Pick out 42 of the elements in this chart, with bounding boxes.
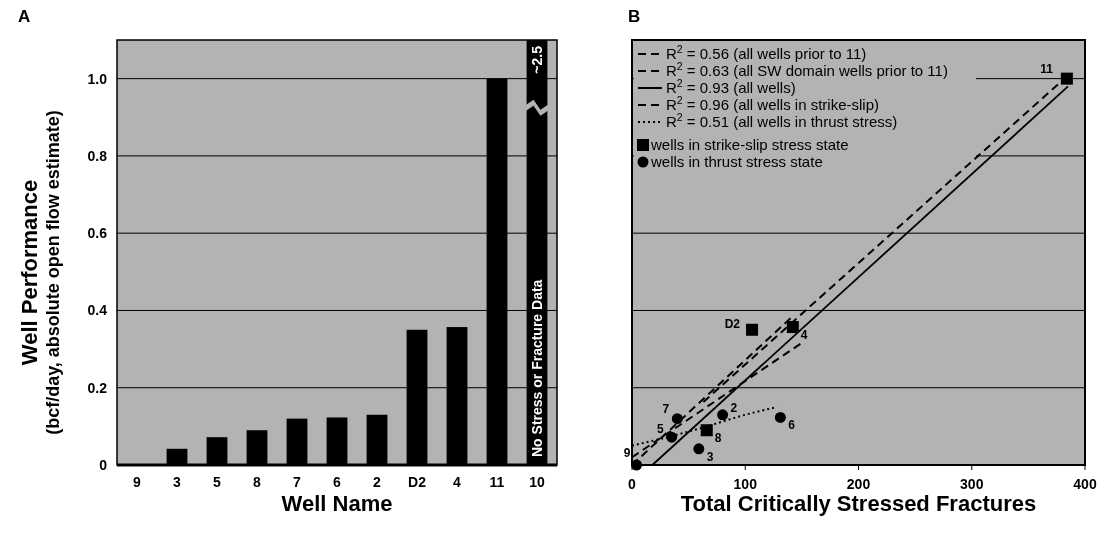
annotation: D2	[724, 316, 741, 331]
x-tick-label: 11	[489, 474, 505, 490]
x-axis-title: Well Name	[281, 491, 393, 516]
y-tick-label: 1.0	[87, 70, 108, 87]
chart-title: B	[628, 7, 641, 26]
annotation: 4	[800, 328, 808, 343]
x-axis-title: Total Critically Stressed Fractures	[680, 491, 1037, 516]
legend-label: R$^{2}$ = 0.56 (all wells prior to 11)	[666, 43, 867, 63]
legend-label: wells in thrust stress state	[650, 153, 823, 171]
x-tick-label: 3	[173, 474, 182, 490]
y-tick-label: 0.8	[87, 147, 108, 164]
x-tick-label: 100	[733, 476, 758, 492]
x-tick-label: 400	[1073, 476, 1097, 492]
y-tick-label: 0.4	[87, 302, 108, 319]
annotation: 7	[662, 401, 670, 416]
annotation: 5	[656, 422, 664, 437]
x-tick-label: 300	[960, 476, 984, 492]
x-tick-label: 0	[628, 476, 637, 492]
x-tick-label: 4	[453, 474, 462, 490]
y-axis-title: Well Performance (bcf/day, absolute open flow estimate)	[17, 110, 63, 435]
x-tick-label: 8	[253, 474, 262, 490]
annotation: No Stress or Fracture Data	[528, 279, 545, 457]
text: ~2.5	[528, 46, 545, 74]
x-tick-label: 5	[213, 474, 222, 490]
x-tick-label: 7	[293, 474, 302, 490]
x-tick-label: D2	[408, 474, 427, 490]
y-tick-label: 0	[99, 456, 108, 473]
chart-title: A	[18, 7, 31, 26]
annotation: 3	[706, 449, 714, 464]
annotation: 2	[730, 400, 738, 415]
x-tick-label: 6	[333, 474, 342, 490]
x-tick-label: 200	[846, 476, 871, 492]
x-tick-label: 2	[373, 474, 382, 490]
annotation: 6	[788, 418, 796, 433]
legend-label: wells in strike-slip stress state	[650, 136, 849, 154]
annotation: 8	[714, 431, 722, 446]
annotation: 11	[1040, 61, 1054, 76]
x-tick-label: 9	[133, 474, 142, 490]
x-tick-label: 10	[529, 474, 545, 490]
annotation: 9	[623, 446, 631, 460]
y-tick-label: 0.2	[87, 379, 108, 396]
y-tick-label: 0.6	[87, 225, 108, 242]
